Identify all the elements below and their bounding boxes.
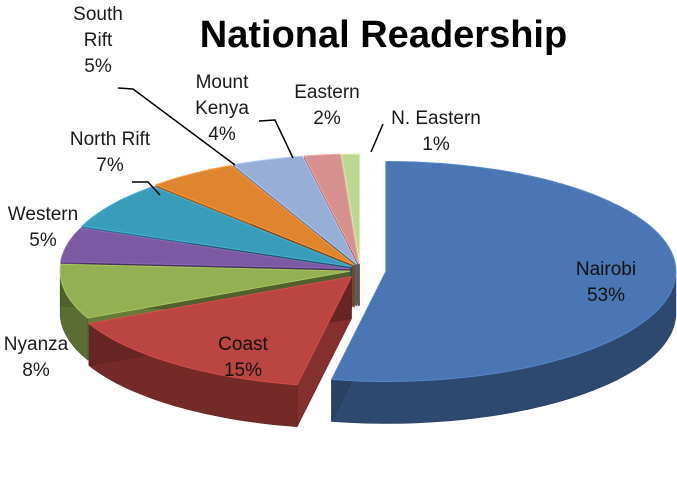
- data-label-mount-kenya: Mount Kenya 4%: [195, 72, 249, 145]
- slice-top: [59, 263, 351, 319]
- chart-title: National Readership: [199, 14, 568, 56]
- data-label-western: Western 5%: [8, 204, 78, 251]
- data-label-coast: Coast 15%: [218, 334, 268, 381]
- pie-slice-coast: [87, 275, 353, 428]
- slice-top: [87, 275, 353, 386]
- slice-top: [330, 160, 677, 382]
- leader-line-n-eastern: [370, 123, 384, 153]
- leader-line-south-rift: [117, 87, 236, 166]
- data-label-n-eastern: N. Eastern 1%: [391, 108, 481, 155]
- data-label-eastern: Eastern 2%: [294, 82, 359, 129]
- data-label-south-rift: South Rift 5%: [73, 4, 123, 77]
- data-label-north-rift: North Rift 7%: [70, 129, 151, 176]
- leader-line-north-rift: [132, 181, 161, 196]
- data-label-nyanza: Nyanza 8%: [4, 334, 69, 381]
- data-label-nairobi: Nairobi 53%: [576, 259, 636, 306]
- slice-top: [81, 185, 352, 268]
- pie-slice-nairobi: [330, 160, 677, 424]
- slice-top: [340, 153, 361, 265]
- leader-line-mount-kenya: [258, 119, 294, 159]
- slice-top: [303, 153, 360, 265]
- slice-top: [154, 164, 355, 266]
- slice-top: [60, 227, 351, 270]
